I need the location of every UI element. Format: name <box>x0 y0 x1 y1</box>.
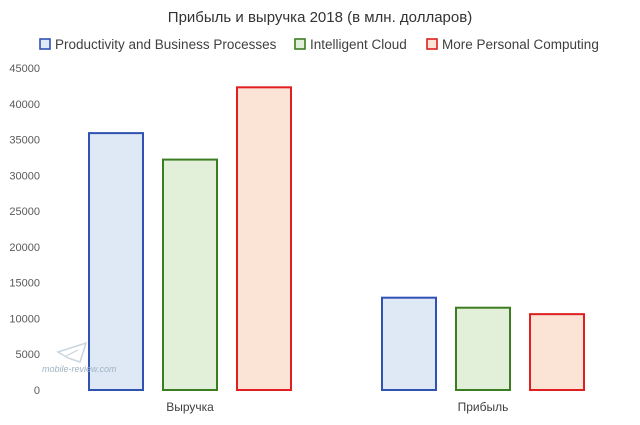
legend-item: More Personal Computing <box>426 37 599 52</box>
bars <box>88 86 585 392</box>
watermark-text: mobile-review.com <box>42 364 117 374</box>
legend-swatch <box>39 38 51 50</box>
y-tick-label: 25000 <box>9 206 40 218</box>
bar-2-1 <box>381 296 437 391</box>
legend-swatch <box>294 38 306 50</box>
y-tick-label: 0 <box>34 385 40 397</box>
y-tick-label: 40000 <box>9 99 40 111</box>
y-tick-label: 10000 <box>9 313 40 325</box>
legend-swatch <box>426 38 438 50</box>
legend-label: Productivity and Business Processes <box>55 37 277 52</box>
bar-1-3 <box>236 86 292 391</box>
bar-2-2 <box>455 306 511 392</box>
bar-2-3 <box>529 313 585 392</box>
legend-item: Intelligent Cloud <box>294 37 407 52</box>
y-tick-label: 15000 <box>9 278 40 290</box>
bar-1-2 <box>162 158 218 391</box>
x-category-label: Выручка <box>166 400 214 414</box>
y-axis: 0 5000 10000 15000 20000 25000 30000 35000 40000… <box>9 63 40 397</box>
y-tick-label: 30000 <box>9 170 40 182</box>
y-tick-label: 5000 <box>16 349 40 361</box>
y-tick-label: 35000 <box>9 135 40 147</box>
y-tick-label: 20000 <box>9 242 40 254</box>
legend-label: More Personal Computing <box>442 37 599 52</box>
watermark: mobile-review.com <box>42 341 117 374</box>
legend-item: Productivity and Business Processes <box>39 37 277 52</box>
legend-label: Intelligent Cloud <box>310 37 407 52</box>
legend: Productivity and Business Processes Intel… <box>39 37 599 52</box>
y-tick-label: 45000 <box>9 63 40 75</box>
bar-1-1 <box>88 132 144 391</box>
x-axis: Выручка Прибыль <box>166 400 508 414</box>
mobile-review-logo-icon <box>56 341 88 363</box>
chart-title: Прибыль и выручка 2018 (в млн. долларов) <box>168 9 472 26</box>
x-category-label: Прибыль <box>458 400 509 414</box>
